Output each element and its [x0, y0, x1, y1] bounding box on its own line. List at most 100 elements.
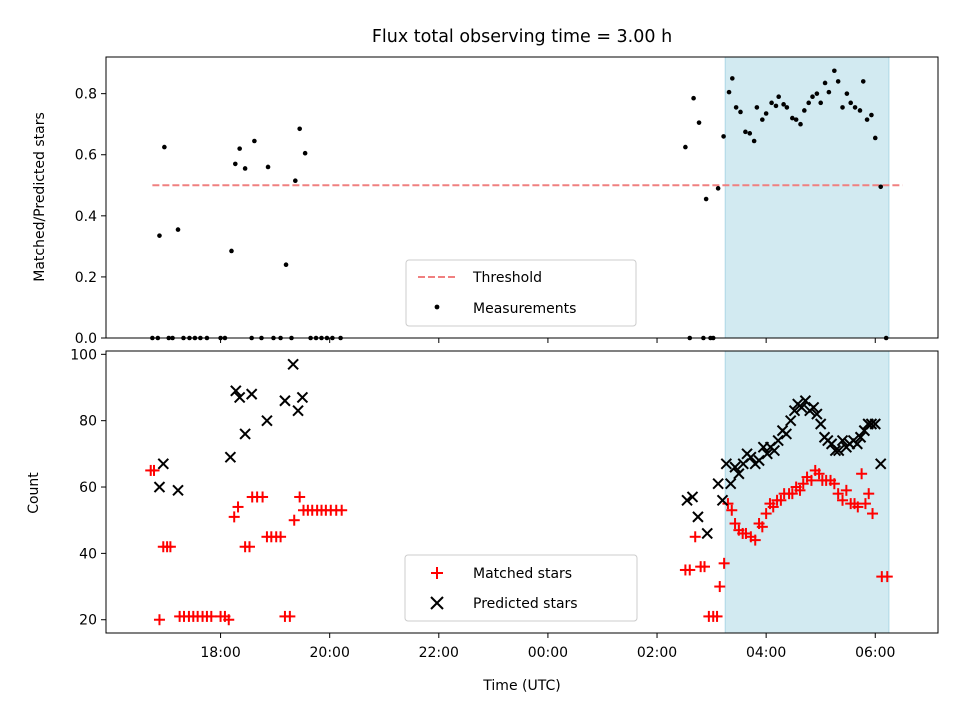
ratio-point [878, 184, 884, 190]
shaded-span [724, 350, 890, 634]
ratio-point [857, 108, 863, 113]
matched-point [867, 508, 879, 520]
matched-point [767, 501, 779, 513]
ratio-point [781, 102, 786, 107]
predicted-point [869, 418, 881, 430]
predicted-point [720, 458, 733, 470]
matched-point [205, 610, 217, 622]
predicted-point [724, 477, 737, 490]
matched-point [257, 491, 269, 503]
predicted-point [761, 448, 773, 460]
ratio-point [818, 100, 824, 106]
matched-point [852, 501, 864, 513]
predicted-point [292, 405, 304, 417]
predicted-point [829, 444, 842, 457]
axes-count: 20 40 60 80 100 18:00 20:00 22:00 00:00 02:00 04:… [26, 347, 939, 694]
matched-point [837, 494, 849, 506]
matched-point [797, 478, 809, 490]
matched-point [164, 541, 176, 553]
predicted-point [851, 438, 863, 450]
y-tick-label: 0.0 [75, 331, 97, 347]
ratio-point [721, 134, 726, 139]
ratio-point [747, 131, 753, 136]
matched-point [863, 488, 875, 500]
ratio-point [726, 89, 732, 95]
ratio-point [242, 166, 248, 171]
y-tick-label: 100 [70, 347, 97, 363]
ratio-point [743, 129, 748, 135]
legend-predicted-swatch [430, 596, 444, 610]
ratio-point [703, 196, 709, 202]
ratio-point [826, 89, 832, 95]
ratio-point [715, 186, 721, 191]
matched-point [684, 564, 696, 576]
legend-frame [404, 554, 638, 622]
matched-point [148, 464, 160, 476]
ratio-point [864, 117, 870, 122]
ratio-point [773, 103, 779, 109]
chart-title: Flux total observing time = 3.00 h [372, 27, 672, 47]
ratio-point [302, 150, 308, 156]
x-tick-label: 18:00 [200, 645, 240, 661]
predicted-point [745, 451, 757, 463]
x-tick-label: 22:00 [419, 645, 459, 661]
ratio-point [265, 164, 271, 170]
matched-point [840, 484, 852, 496]
ratio-point [760, 117, 765, 122]
legend-predicted-label: Predicted stars [473, 596, 578, 612]
legend-ratio: Threshold Measurements [405, 259, 637, 327]
ratio-point [790, 115, 795, 121]
predicted-point [245, 388, 258, 400]
shaded-span [724, 56, 890, 339]
predicted-point [865, 418, 878, 430]
matched-point [726, 504, 738, 516]
y-tick-label: 40 [79, 546, 97, 562]
ratio-point [696, 120, 702, 125]
y-axis-label-count: Count [26, 472, 42, 514]
axes-frame-bottom [105, 350, 939, 634]
predicted-point [157, 458, 169, 470]
ratio-point [860, 79, 866, 84]
y-tick-label: 20 [79, 613, 97, 629]
axes-frame-top [105, 56, 939, 339]
predicted-point [795, 401, 808, 414]
ratio-point [806, 100, 811, 106]
predicted-point [287, 358, 299, 370]
legend-threshold-label: Threshold [472, 270, 542, 286]
ratio-point [784, 105, 790, 110]
ratio-point [233, 161, 238, 167]
matched-point [794, 484, 806, 496]
predicted-point [153, 481, 166, 493]
predicted-point [716, 494, 729, 507]
ratio-point [237, 146, 242, 151]
predicted-point [784, 414, 797, 427]
matched-point [288, 514, 300, 526]
legend-frame [405, 259, 637, 327]
x-axis-label: Time (UTC) [482, 678, 560, 694]
predicted-point [686, 491, 699, 503]
predicted-point [230, 385, 242, 397]
legend-measurements-label: Measurements [473, 301, 576, 317]
ratio-point [683, 144, 688, 150]
predicted-point [753, 454, 765, 467]
predicted-point [279, 395, 291, 407]
predicted-point [233, 391, 246, 404]
ratio-point [840, 105, 845, 110]
predicted-point [296, 391, 309, 404]
ratio-point [798, 121, 803, 127]
matched-point [760, 508, 772, 520]
matched-point [336, 504, 348, 516]
ratio-point [691, 95, 696, 101]
predicted-point [224, 451, 237, 463]
ratio-point [769, 100, 774, 106]
ratio-point [848, 100, 854, 106]
matched-point [856, 468, 868, 480]
x-tick-label: 20:00 [310, 645, 350, 661]
predicted-point [875, 458, 887, 470]
ratio-point [283, 262, 289, 267]
ratio-point [297, 126, 302, 132]
matched-point [232, 501, 244, 513]
predicted-point [681, 494, 693, 507]
ratio-point [751, 138, 757, 144]
